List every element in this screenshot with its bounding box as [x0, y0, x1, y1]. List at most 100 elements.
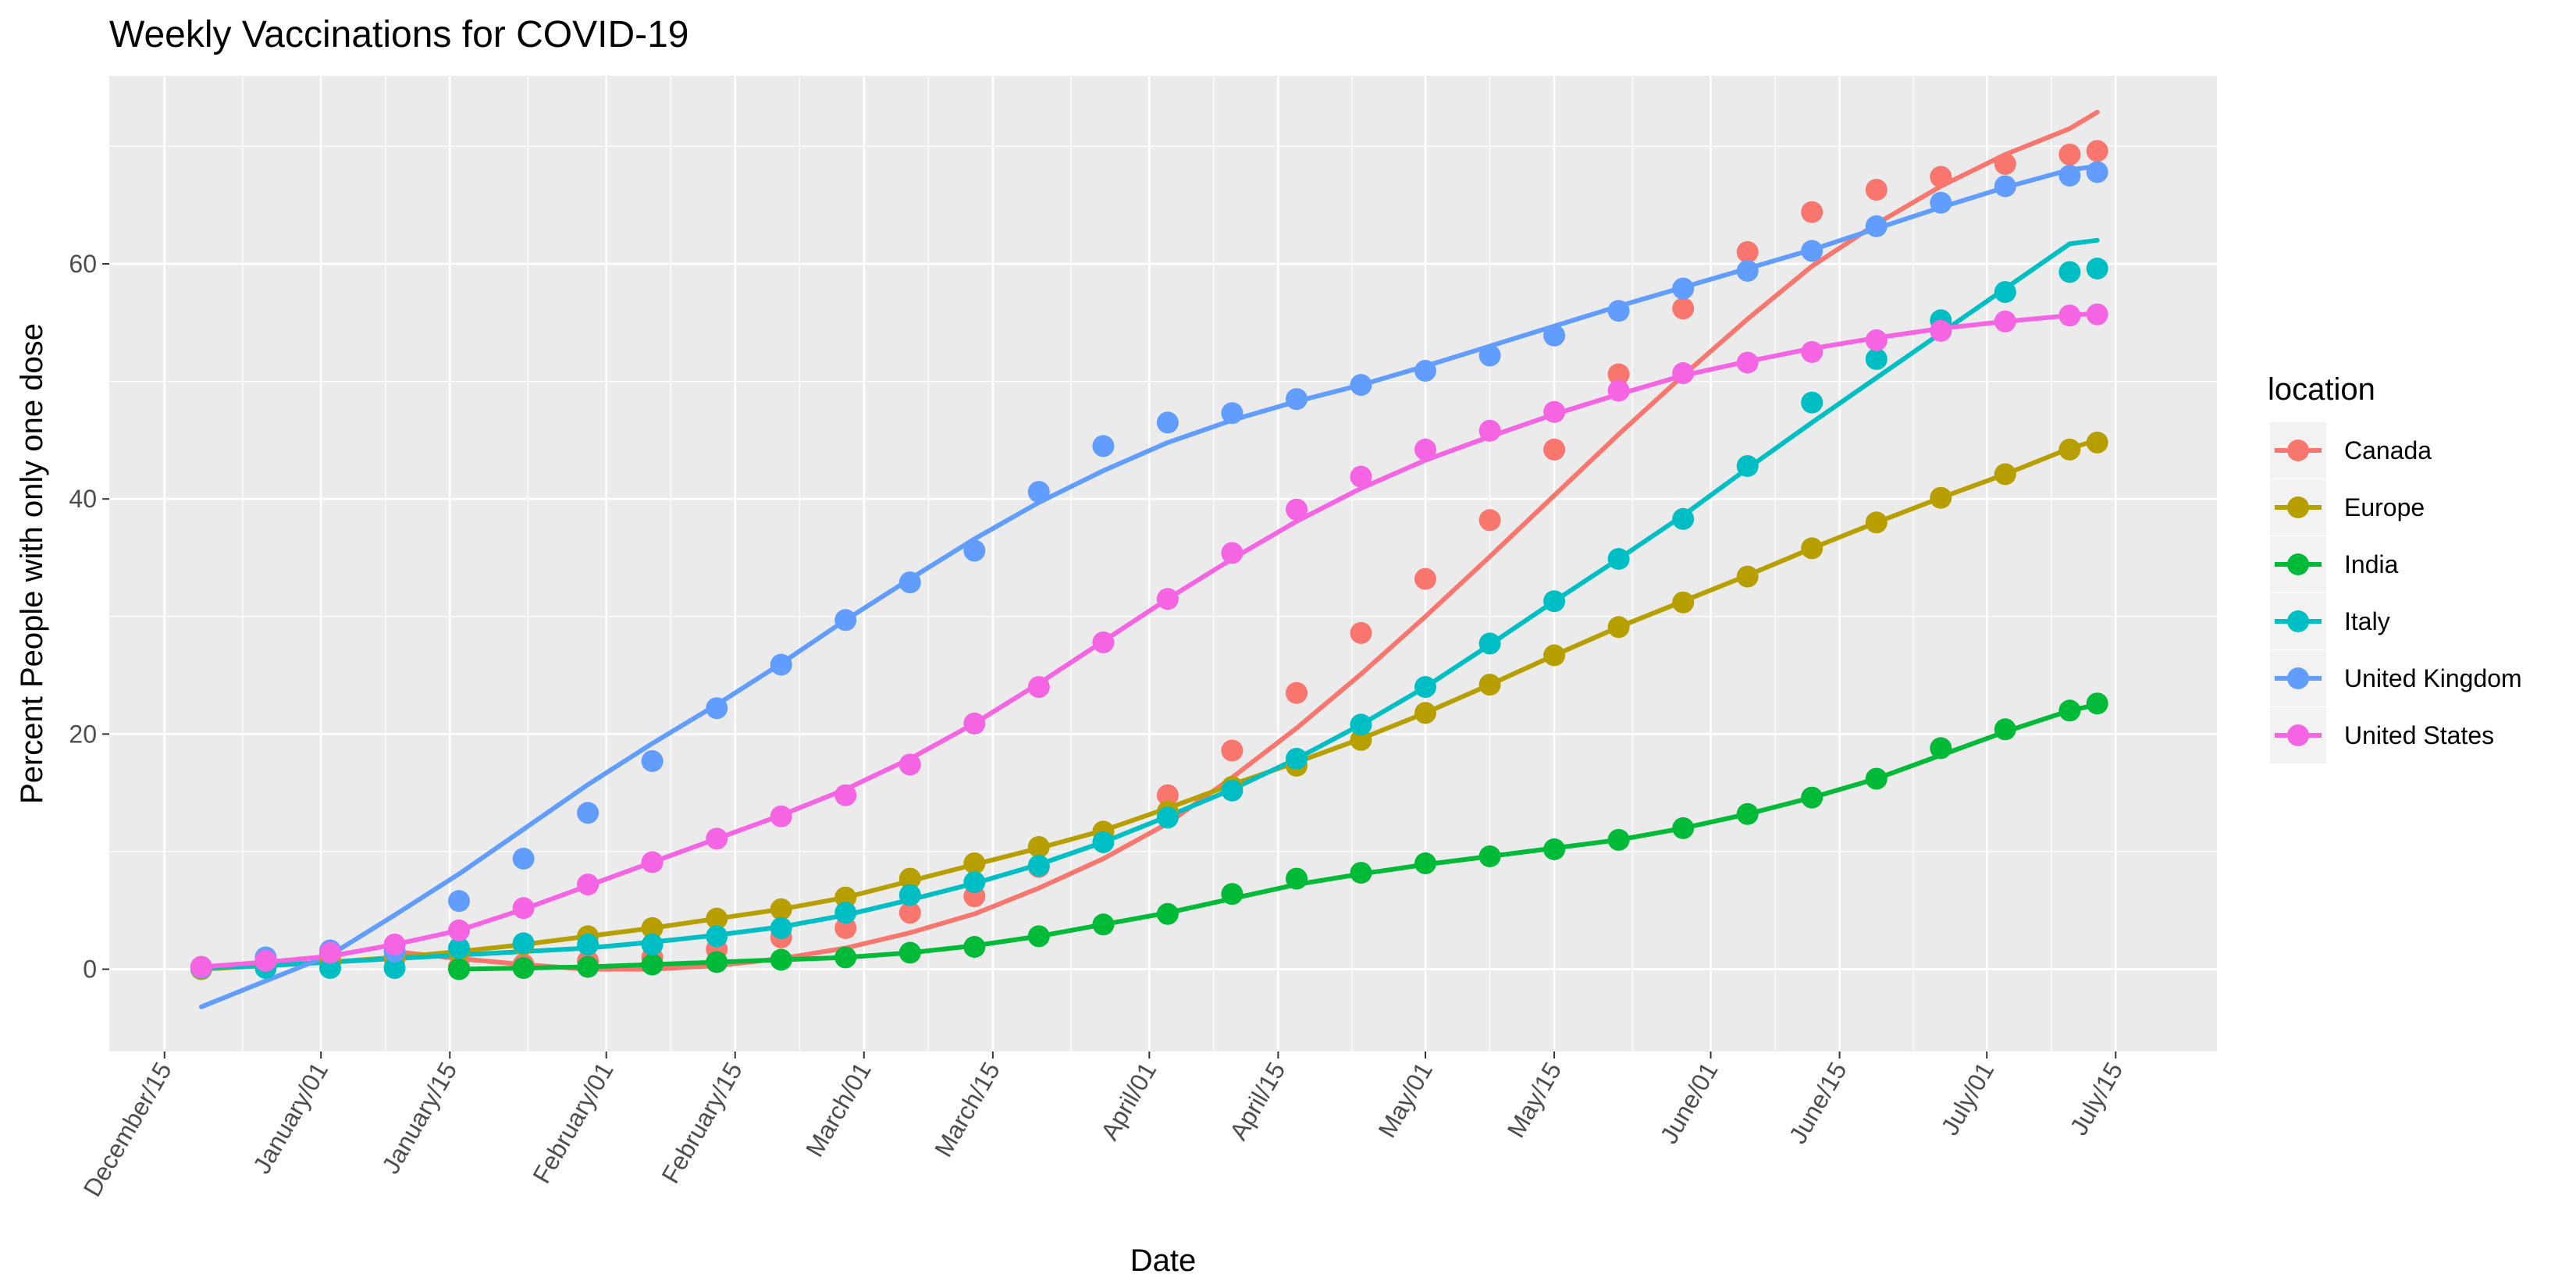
y-axis: 0 20 40 60	[69, 250, 109, 984]
point-india	[706, 951, 728, 973]
point-italy	[963, 871, 986, 894]
point-canada	[1543, 438, 1566, 461]
x-tick-label: April/15	[1224, 1058, 1290, 1145]
point-canada	[1478, 509, 1501, 532]
point-india	[512, 957, 535, 980]
point-united-states	[1092, 631, 1115, 653]
point-europe	[770, 898, 792, 920]
point-united-kingdom	[577, 802, 600, 824]
point-india	[1736, 802, 1759, 825]
point-united-states	[383, 934, 406, 955]
point-india	[2058, 699, 2081, 722]
legend-point-italy	[2287, 610, 2309, 632]
point-italy	[1672, 507, 1695, 530]
point-india	[1607, 828, 1630, 851]
point-italy	[512, 932, 535, 955]
x-tick-label: April/01	[1095, 1058, 1162, 1145]
point-united-states	[1543, 400, 1566, 423]
y-axis-title: Percent People with only one dose	[15, 323, 49, 804]
point-united-kingdom	[1930, 191, 1952, 214]
point-europe	[1543, 644, 1566, 667]
point-canada	[898, 902, 921, 924]
point-india	[1672, 817, 1695, 839]
point-united-kingdom	[1543, 324, 1566, 347]
legend-point-europe	[2287, 496, 2309, 518]
point-europe	[706, 907, 728, 930]
point-europe	[1478, 674, 1501, 696]
point-india	[770, 948, 792, 971]
x-tick-label: July/01	[1935, 1058, 1999, 1140]
legend-label-united-kingdom: United Kingdom	[2344, 664, 2522, 692]
point-united-kingdom	[1092, 435, 1115, 457]
x-tick-label: May/01	[1372, 1058, 1438, 1143]
point-europe	[1801, 537, 1823, 560]
point-europe	[641, 916, 664, 939]
point-united-kingdom	[1414, 360, 1436, 382]
point-united-kingdom	[1865, 215, 1888, 237]
x-tick-label: March/01	[800, 1058, 877, 1162]
point-india	[834, 946, 857, 969]
point-italy	[577, 934, 600, 955]
point-india	[577, 955, 600, 978]
point-india	[448, 958, 470, 980]
point-india	[1027, 925, 1050, 948]
x-axis: December/15 January/01 January/15 February/…	[78, 1051, 2128, 1201]
x-tick-label: January/01	[247, 1058, 333, 1179]
legend-point-india	[2287, 553, 2309, 575]
point-united-states	[1478, 419, 1501, 442]
point-italy	[1414, 676, 1436, 699]
x-tick-label: July/15	[2064, 1058, 2128, 1140]
point-italy	[319, 957, 341, 980]
point-india	[963, 936, 986, 958]
point-italy	[1092, 831, 1115, 853]
point-india	[1865, 767, 1888, 790]
point-united-states	[1156, 588, 1179, 610]
point-italy	[2086, 258, 2108, 279]
point-europe	[898, 867, 921, 890]
legend-point-united-states	[2287, 724, 2309, 746]
x-tick-label: March/15	[929, 1058, 1005, 1162]
point-united-states	[319, 941, 341, 964]
point-united-states	[898, 753, 921, 776]
point-united-kingdom	[1350, 374, 1372, 397]
point-united-kingdom	[1736, 260, 1759, 282]
point-united-states	[1414, 438, 1436, 461]
point-united-kingdom	[2086, 161, 2108, 183]
point-united-states	[641, 851, 664, 873]
point-united-states	[190, 955, 212, 978]
point-united-states	[834, 784, 857, 806]
legend-label-europe: Europe	[2344, 493, 2425, 521]
point-europe	[1672, 591, 1695, 614]
point-europe	[1736, 565, 1759, 588]
point-united-states	[1286, 498, 1308, 521]
point-europe	[2086, 431, 2108, 454]
point-italy	[1994, 281, 2016, 304]
x-axis-title: Date	[1130, 1244, 1197, 1278]
point-india	[1801, 786, 1823, 809]
point-united-kingdom	[1221, 402, 1244, 425]
point-italy	[1286, 748, 1308, 770]
point-united-states	[1027, 676, 1050, 699]
point-italy	[1607, 548, 1630, 570]
point-united-kingdom	[512, 848, 535, 870]
legend: location Canada Europe India Italy United Ki…	[2268, 372, 2522, 763]
point-united-kingdom	[1672, 277, 1695, 300]
point-united-kingdom	[1156, 411, 1179, 434]
legend-label-united-states: United States	[2344, 721, 2494, 749]
point-italy	[834, 902, 857, 924]
point-canada	[1350, 621, 1372, 644]
data-points	[190, 140, 2108, 980]
point-italy	[1027, 855, 1050, 877]
x-tick-label: May/15	[1502, 1058, 1567, 1143]
point-italy	[383, 957, 406, 980]
point-europe	[1414, 702, 1436, 724]
point-united-states	[1672, 362, 1695, 384]
point-india	[1156, 902, 1179, 925]
legend-title: location	[2268, 372, 2375, 407]
point-canada	[1736, 240, 1759, 263]
point-italy	[2058, 261, 2081, 283]
point-canada	[1672, 297, 1695, 320]
point-india	[2086, 692, 2108, 715]
point-europe	[1865, 511, 1888, 534]
